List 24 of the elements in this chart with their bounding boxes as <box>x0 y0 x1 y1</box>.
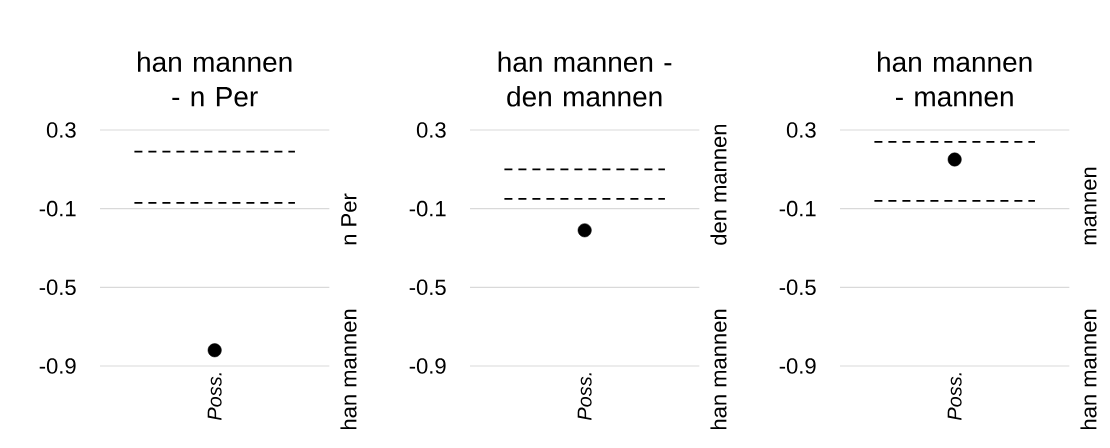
y-tick-label: 0.3 <box>416 122 446 138</box>
chart-title: han mannen - den mannen <box>498 51 672 107</box>
y-tick-label: -0.1 <box>779 200 816 217</box>
text: han mannen <box>340 309 357 430</box>
text: n Per <box>341 193 357 245</box>
x-tick-label: Poss. <box>577 373 592 421</box>
x-tick-label: Poss. <box>207 373 222 421</box>
y-tick-label: 0.3 <box>786 122 816 138</box>
y-tick-label: -0.5 <box>409 279 446 296</box>
y-tick-label: -0.1 <box>39 200 76 217</box>
y-tick-label: -0.5 <box>779 279 816 296</box>
text: han mannen <box>1080 309 1097 430</box>
chart-title: han mannen - n Per <box>138 51 292 107</box>
y-tick-label: -0.9 <box>39 358 76 374</box>
y-tick-label: -0.9 <box>779 358 816 374</box>
y-tick-label: -0.5 <box>39 279 76 296</box>
y-tick-label: 0.3 <box>46 122 76 138</box>
x-tick-label: Poss. <box>947 373 962 421</box>
y-tick-label: -0.9 <box>409 358 446 374</box>
y-tick-label: -0.1 <box>409 200 446 217</box>
text: han mannen <box>710 309 727 430</box>
text: den mannen <box>710 124 727 245</box>
chart-title: han mannen - mannen <box>877 51 1032 107</box>
text: mannen <box>1084 167 1097 245</box>
